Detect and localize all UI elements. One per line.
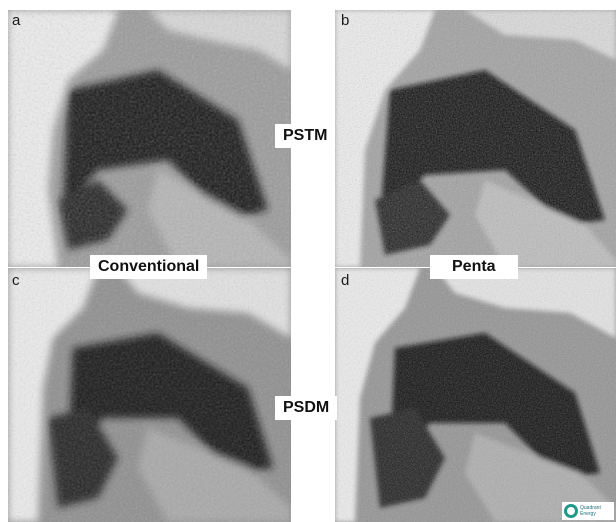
panel-pstm-conventional: a [8,10,291,267]
seismic-slice-image [335,268,616,522]
panel-letter: b [341,12,350,29]
panel-pstm-penta: b [335,10,616,267]
quadrant-energy-logo: Quadrant Energy [562,502,614,520]
panel-psdm-conventional: c [8,268,291,522]
conventional-label: Conventional [90,255,208,279]
logo-text-line2: Energy [580,511,596,517]
panel-psdm-penta: d [335,268,616,522]
panel-letter: c [12,272,20,289]
logo-text-line1: Quadrant [580,505,601,511]
psdm-label: PSDM [275,396,338,420]
logo-text: Quadrant Energy [580,505,601,517]
panel-letter: d [341,272,350,289]
penta-label: Penta [430,255,518,279]
seismic-slice-image [8,10,291,267]
logo-mark-icon [564,504,578,518]
pstm-label: PSTM [275,124,336,148]
seismic-slice-image [8,268,291,522]
seismic-slice-image [335,10,616,267]
panel-letter: a [12,12,21,29]
